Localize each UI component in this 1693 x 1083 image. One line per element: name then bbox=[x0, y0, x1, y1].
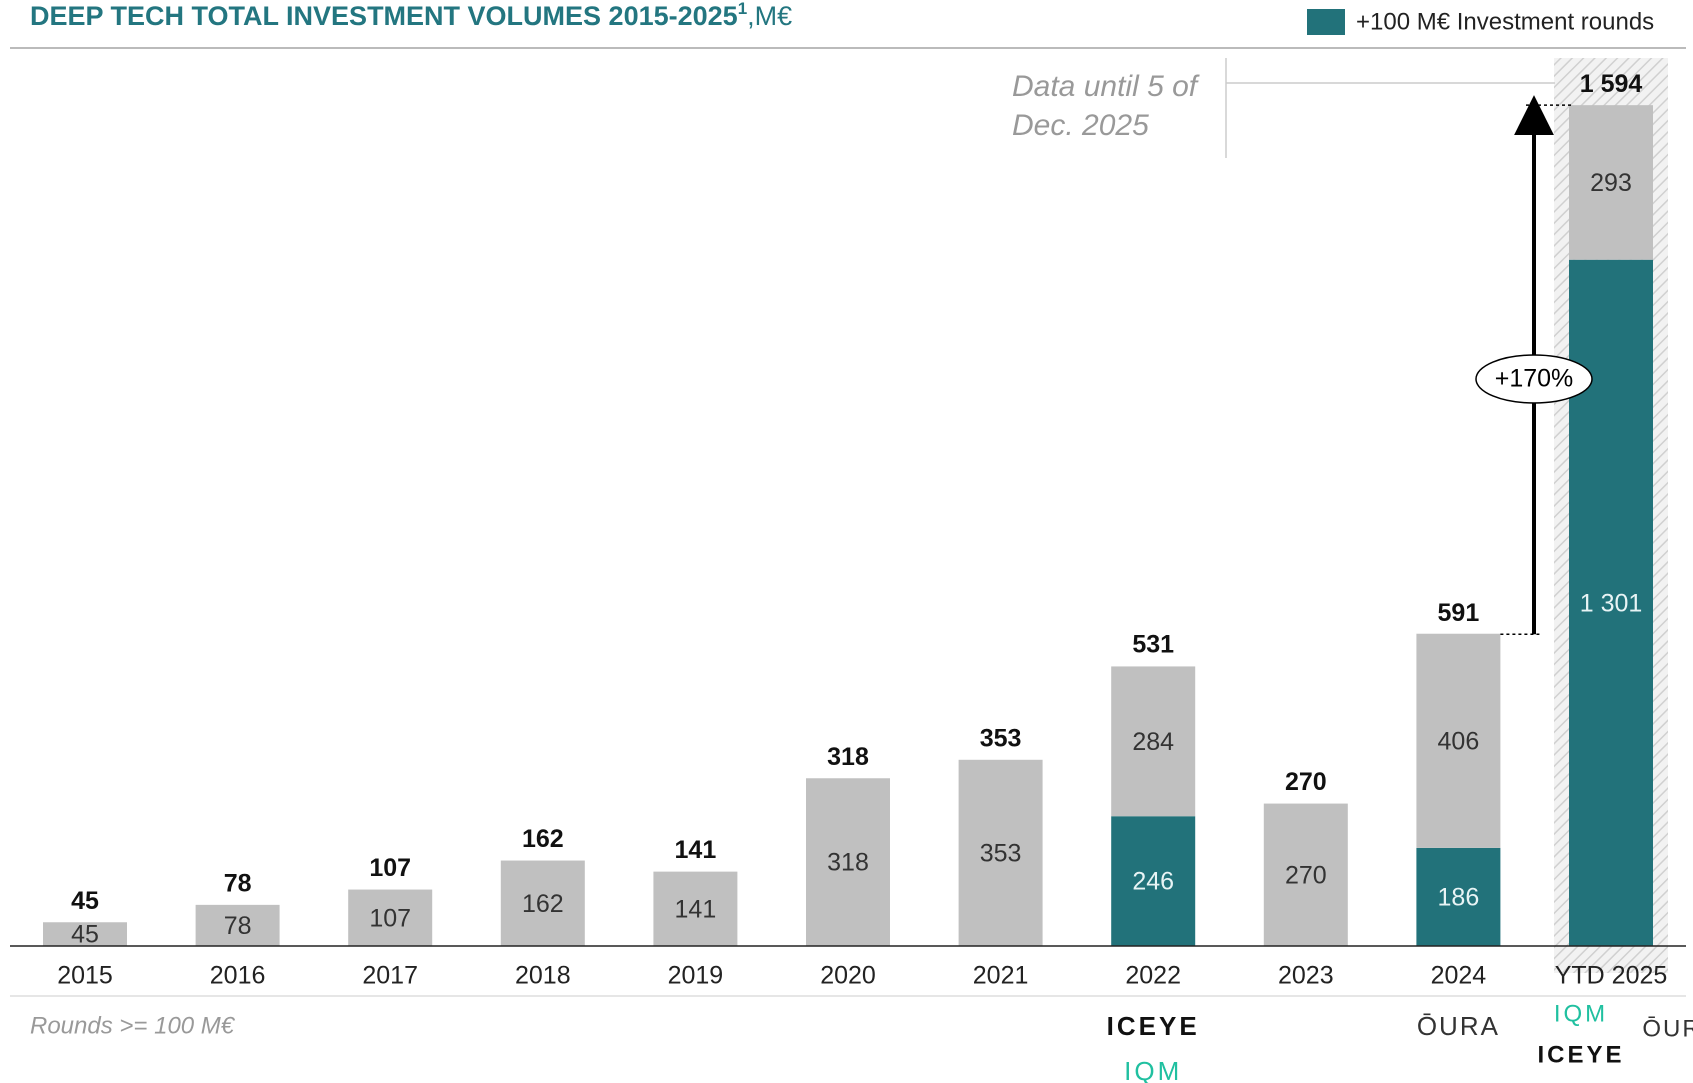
bar-segment bbox=[1263, 803, 1348, 946]
segment-label: 107 bbox=[369, 904, 411, 932]
x-tick-label: 2020 bbox=[820, 962, 876, 990]
bar-segment bbox=[806, 778, 890, 946]
note-text: Data until 5 of bbox=[1012, 70, 1200, 103]
x-tick-label: 2019 bbox=[668, 962, 724, 990]
x-tick-label: 2023 bbox=[1278, 962, 1334, 990]
segment-label: 141 bbox=[675, 895, 717, 923]
bar-segment bbox=[348, 889, 433, 946]
bar-segment bbox=[1416, 847, 1501, 946]
bar-segment bbox=[43, 922, 127, 946]
bar-segment bbox=[195, 904, 280, 946]
total-label: 1 594 bbox=[1580, 70, 1643, 98]
total-label: 531 bbox=[1132, 631, 1174, 659]
x-tick-label: 2018 bbox=[515, 962, 571, 990]
segment-label: 78 bbox=[224, 912, 252, 940]
segment-label: 1 301 bbox=[1580, 589, 1643, 617]
x-tick-label: YTD 2025 bbox=[1555, 962, 1668, 990]
total-label: 78 bbox=[224, 869, 252, 897]
segment-label: 162 bbox=[522, 890, 564, 918]
logo: ŌURA bbox=[1642, 1015, 1693, 1042]
bar-segment bbox=[958, 759, 1043, 946]
bar-segment bbox=[1569, 105, 1653, 260]
bar-segment bbox=[653, 871, 738, 946]
x-tick-label: 2021 bbox=[973, 962, 1029, 990]
legend-label: +100 M€ Investment rounds bbox=[1356, 8, 1654, 35]
segment-label: 353 bbox=[980, 840, 1022, 868]
segment-label: 284 bbox=[1132, 728, 1174, 756]
total-label: 107 bbox=[369, 854, 411, 882]
segment-label: 270 bbox=[1285, 861, 1327, 889]
x-tick-label: 2016 bbox=[210, 962, 266, 990]
x-tick-label: 2017 bbox=[362, 962, 418, 990]
logo: IQM bbox=[1554, 1000, 1608, 1027]
total-label: 318 bbox=[827, 743, 869, 771]
logo: ICEYE bbox=[1107, 1011, 1200, 1041]
total-label: 353 bbox=[980, 724, 1022, 752]
bar-segment bbox=[1416, 633, 1501, 848]
legend-swatch bbox=[1307, 9, 1345, 35]
footer-label: Rounds >= 100 M€ bbox=[30, 1012, 236, 1039]
total-label: 270 bbox=[1285, 768, 1327, 796]
total-label: 45 bbox=[71, 887, 99, 915]
segment-label: 406 bbox=[1438, 727, 1480, 755]
growth-bubble bbox=[1475, 354, 1593, 404]
segment-label: 246 bbox=[1132, 868, 1174, 896]
bar-segment bbox=[1111, 816, 1196, 946]
segment-label: 186 bbox=[1438, 884, 1480, 912]
segment-label: 293 bbox=[1590, 169, 1632, 197]
bar-segment bbox=[1111, 666, 1196, 817]
logo: ŌURA bbox=[1417, 1011, 1500, 1041]
total-label: 591 bbox=[1438, 599, 1480, 627]
total-label: 162 bbox=[522, 825, 564, 853]
x-tick-label: 2022 bbox=[1125, 962, 1181, 990]
chart-title: DEEP TECH TOTAL INVESTMENT VOLUMES 2015-… bbox=[30, 0, 792, 31]
logo: IQM bbox=[1124, 1056, 1182, 1083]
logo: ICEYE bbox=[1537, 1041, 1624, 1068]
growth-label: +170% bbox=[1495, 365, 1574, 393]
x-tick-label: 2015 bbox=[57, 962, 113, 990]
segment-label: 318 bbox=[827, 849, 869, 877]
total-label: 141 bbox=[675, 836, 717, 864]
note-text: Dec. 2025 bbox=[1012, 109, 1149, 142]
bar-segment bbox=[500, 860, 585, 946]
x-tick-label: 2024 bbox=[1431, 962, 1487, 990]
segment-label: 45 bbox=[71, 921, 99, 949]
